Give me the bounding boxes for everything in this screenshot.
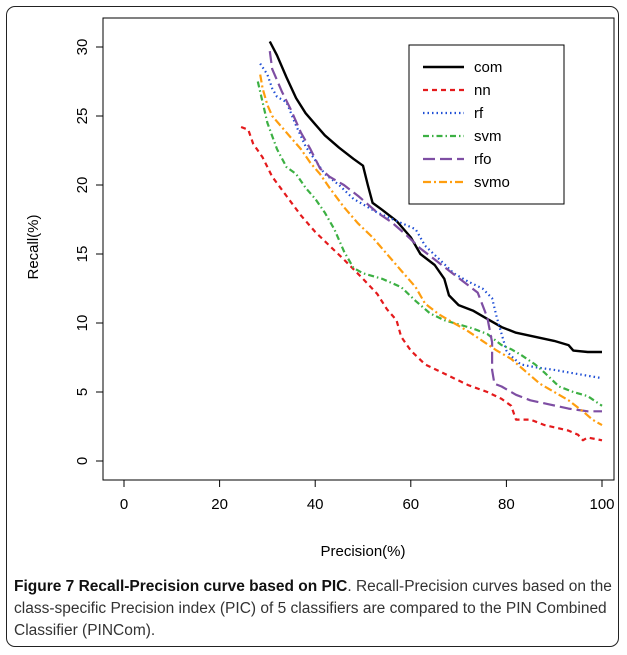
recall-precision-plot: 0 20 40 60 80 100 0 5 10 15 20 25 30 com nn rf svm rfo s… <box>25 17 615 560</box>
y-tick-label: 0 <box>74 457 91 465</box>
y-tick-label: 10 <box>74 315 91 332</box>
series-line-rf <box>259 62 603 380</box>
x-axis-title: Precision(%) <box>320 543 405 560</box>
x-tick-label: 40 <box>307 496 324 513</box>
y-tick-label: 5 <box>74 388 91 396</box>
caption-text: . Recall-Precision curves based on the c… <box>14 578 612 639</box>
legend-box <box>408 44 565 205</box>
x-tick-label: 100 <box>589 496 614 513</box>
caption-title: Figure 7 Recall-Precision curve based on… <box>14 578 348 595</box>
legend-label-rfo: rfo <box>474 151 492 168</box>
y-axis-title: Recall(%) <box>25 214 42 279</box>
series-line-nn <box>240 125 603 442</box>
y-tick-label: 15 <box>74 246 91 263</box>
y-axis: 0 5 10 15 20 25 30 <box>74 39 104 465</box>
legend-label-com: com <box>474 59 502 76</box>
series-line-com <box>268 40 602 354</box>
legend-label-svm: svm <box>474 128 502 145</box>
legend-label-nn: nn <box>474 82 491 99</box>
y-tick-label: 30 <box>74 39 91 56</box>
x-tick-label: 60 <box>402 496 419 513</box>
series-line-rfo <box>268 50 602 413</box>
figure-caption: Figure 7 Recall-Precision curve based on… <box>14 576 614 642</box>
series-line-svm <box>256 81 603 407</box>
y-tick-label: 25 <box>74 108 91 125</box>
x-tick-label: 80 <box>498 496 515 513</box>
x-tick-label: 20 <box>211 496 228 513</box>
x-axis: 0 20 40 60 80 100 <box>120 479 615 513</box>
legend: com nn rf svm rfo svmo <box>408 44 565 205</box>
x-tick-label: 0 <box>120 496 128 513</box>
legend-label-svmo: svmo <box>474 174 510 191</box>
series-line-svmo <box>259 74 603 427</box>
series-layer <box>240 40 603 442</box>
legend-label-rf: rf <box>474 105 484 122</box>
y-tick-label: 20 <box>74 177 91 194</box>
